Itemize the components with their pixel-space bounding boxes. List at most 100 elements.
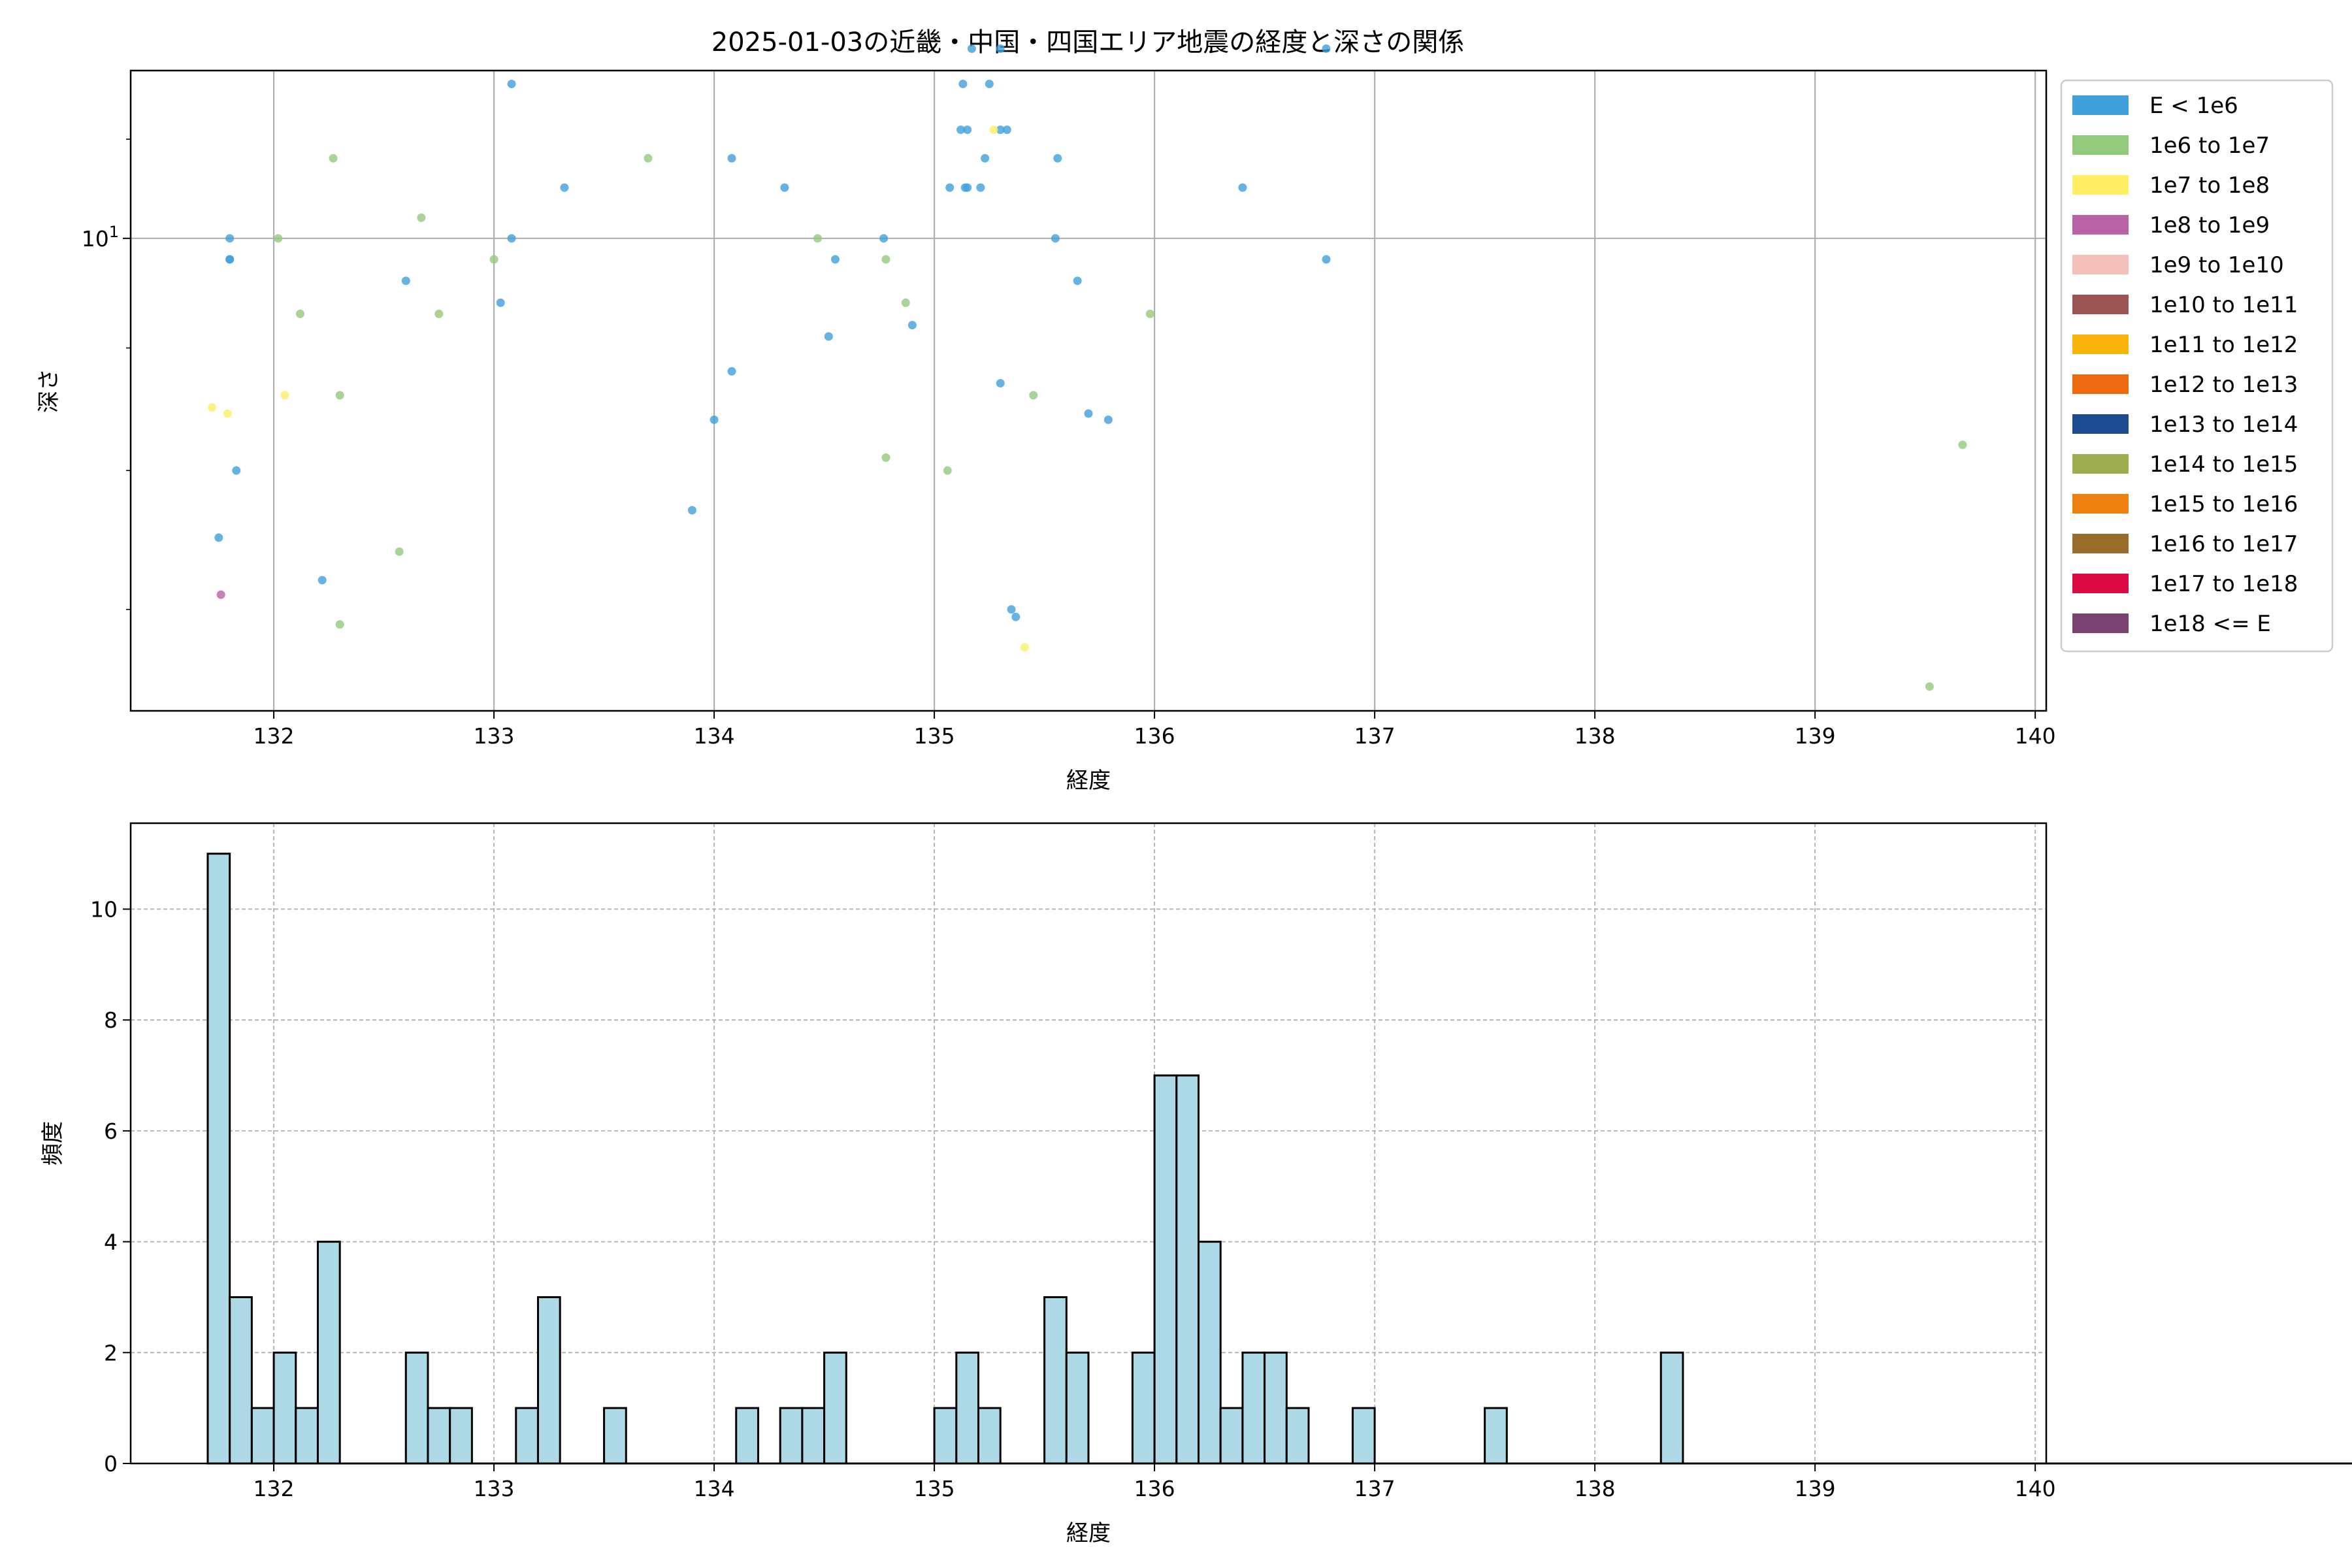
scatter-point <box>727 154 736 163</box>
histogram-x-tick-label: 137 <box>1354 1476 1396 1501</box>
scatter-point <box>956 125 966 135</box>
scatter-x-axis-label: 経度 <box>1066 768 1111 794</box>
histogram-bar <box>1043 1296 1068 1465</box>
legend-swatch <box>2072 454 2129 474</box>
histogram-bar <box>536 1296 561 1465</box>
scatter-point <box>1238 183 1247 192</box>
legend-swatch <box>2072 255 2129 274</box>
histogram-bar <box>1175 1074 1200 1465</box>
histogram-bar <box>316 1241 341 1465</box>
scatter-point <box>710 415 719 424</box>
legend-swatch <box>2072 494 2129 514</box>
legend-swatch <box>2072 613 2129 633</box>
legend-label: 1e17 to 1e18 <box>2149 571 2298 597</box>
histogram-x-axis-label: 経度 <box>1066 1520 1111 1546</box>
scatter-point <box>401 276 410 286</box>
histogram-bar <box>801 1407 826 1465</box>
legend-swatch <box>2072 175 2129 195</box>
histogram-bar <box>735 1407 759 1465</box>
histogram-x-tick-label: 132 <box>253 1476 295 1501</box>
scatter-y-axis-label: 深さ <box>36 368 62 413</box>
scatter-title: 2025-01-03の近畿・中国・四国エリア地震の経度と深さの関係 <box>711 27 1464 57</box>
scatter-point <box>318 576 327 585</box>
scatter-point <box>687 506 696 515</box>
legend-label: 1e16 to 1e17 <box>2149 531 2298 557</box>
scatter-point <box>960 183 970 192</box>
histogram-bar <box>1659 1351 1684 1465</box>
scatter-point <box>943 466 952 475</box>
histogram-bar <box>229 1296 253 1465</box>
scatter-point <box>434 309 444 318</box>
legend-frame <box>2060 79 2334 653</box>
histogram-y-tick-label: 8 <box>104 1007 118 1033</box>
histogram-x-tick-label: 138 <box>1575 1476 1616 1501</box>
scatter-point <box>208 403 217 412</box>
legend-swatch <box>2072 374 2129 394</box>
scatter-chart: 2025-01-03の近畿・中国・四国エリア地震の経度と深さの関係 132 133… <box>36 27 2334 794</box>
legend-label: 1e9 to 1e10 <box>2149 252 2284 278</box>
scatter-point <box>295 309 304 318</box>
scatter-point <box>824 332 833 341</box>
legend-label: 1e10 to 1e11 <box>2149 292 2298 318</box>
histogram-x-tick-label: 136 <box>1134 1476 1175 1501</box>
scatter-point <box>945 183 955 192</box>
scatter-y-ticks: 101 <box>82 139 131 610</box>
histogram-bar <box>1285 1407 1310 1465</box>
histogram-bar <box>272 1351 297 1465</box>
scatter-point <box>1053 154 1062 163</box>
legend-label: 1e7 to 1e8 <box>2149 172 2270 199</box>
scatter-point <box>813 234 822 243</box>
scatter-point <box>1145 309 1154 318</box>
legend-label: E < 1e6 <box>2149 93 2238 119</box>
scatter-point <box>981 154 990 163</box>
scatter-point <box>1925 682 1934 691</box>
legend-swatch <box>2072 215 2129 235</box>
scatter-point <box>907 321 917 330</box>
scatter-point <box>967 44 976 53</box>
scatter-point <box>225 234 235 243</box>
legend-label: 1e18 <= E <box>2149 611 2271 637</box>
scatter-point <box>417 213 426 222</box>
scatter-point <box>225 255 235 264</box>
scatter-x-tick-label: 134 <box>694 723 735 749</box>
histogram-bar <box>1065 1351 1090 1465</box>
legend-swatch <box>2072 95 2129 115</box>
scatter-point <box>1051 234 1060 243</box>
legend: E < 1e6 1e6 to 1e7 1e7 to 1e8 1e8 to 1e9 1e9… <box>2060 79 2334 653</box>
scatter-point <box>507 234 516 243</box>
legend-swatch <box>2072 414 2129 434</box>
histogram-y-axis-label: 頻度 <box>40 1121 66 1166</box>
histogram-bar <box>427 1407 451 1465</box>
histogram-bar <box>515 1407 539 1465</box>
histogram-y-tick-label: 10 <box>90 897 118 923</box>
scatter-point <box>985 79 994 88</box>
scatter-point <box>976 183 985 192</box>
scatter-point <box>335 391 344 400</box>
histogram-x-tick-label: 135 <box>914 1476 955 1501</box>
scatter-point <box>727 367 736 376</box>
histogram-bar <box>603 1407 627 1465</box>
histogram-bars <box>206 853 2352 1465</box>
histogram-bar <box>404 1351 429 1465</box>
scatter-x-tick-label: 138 <box>1575 723 1616 749</box>
legend-label: 1e15 to 1e16 <box>2149 491 2298 517</box>
scatter-point <box>989 125 998 135</box>
scatter-grid <box>131 71 2046 711</box>
histogram-bar <box>1198 1241 1222 1465</box>
scatter-point <box>958 79 968 88</box>
legend-swatch <box>2072 295 2129 314</box>
scatter-point <box>507 79 516 88</box>
scatter-x-ticks: 132 133 134 135 136 137 138 139 140 <box>253 711 2056 749</box>
scatter-point <box>1011 612 1021 621</box>
scatter-x-tick-label: 139 <box>1795 723 1836 749</box>
scatter-point <box>1322 255 1331 264</box>
scatter-point <box>223 409 232 418</box>
scatter-point <box>1029 391 1038 400</box>
legend-label: 1e14 to 1e15 <box>2149 451 2298 478</box>
scatter-point <box>1002 125 1011 135</box>
histogram-y-tick-label: 4 <box>104 1230 118 1255</box>
scatter-point <box>780 183 789 192</box>
scatter-point <box>1084 409 1093 418</box>
legend-swatch <box>2072 574 2129 593</box>
histogram-bar <box>955 1351 979 1465</box>
